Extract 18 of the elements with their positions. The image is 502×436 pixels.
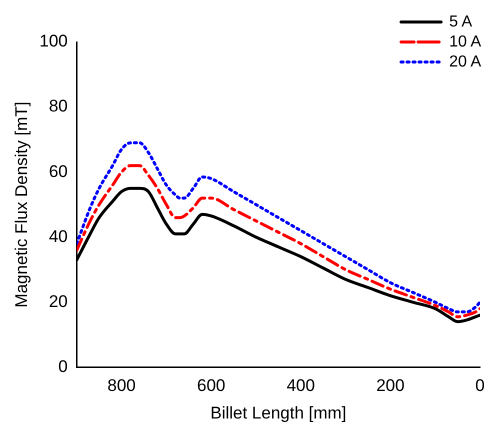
x-axis-title: Billet Length [mm] — [210, 403, 346, 422]
y-tick-label: 60 — [48, 162, 68, 181]
y-tick-label: 20 — [48, 292, 68, 311]
line-series — [76, 164, 480, 318]
x-tick-label: 400 — [286, 376, 315, 396]
y-tick-label: 100 — [39, 32, 68, 51]
legend-label: 20 A — [449, 53, 482, 70]
y-tick-label: 80 — [48, 96, 68, 116]
legend-label: 5 A — [449, 13, 473, 30]
y-tick-label: 0 — [58, 356, 68, 376]
x-tick-label: 0 — [475, 376, 485, 396]
legend-label: 10 A — [449, 33, 482, 50]
x-tick-label: 200 — [376, 376, 405, 396]
x-tick-label: 800 — [107, 376, 136, 396]
line-series — [76, 141, 480, 314]
x-tick-label: 600 — [196, 376, 226, 396]
y-axis-title: Magnetic Flux Density [mT] — [12, 102, 31, 308]
y-tick-label: 40 — [48, 226, 68, 246]
